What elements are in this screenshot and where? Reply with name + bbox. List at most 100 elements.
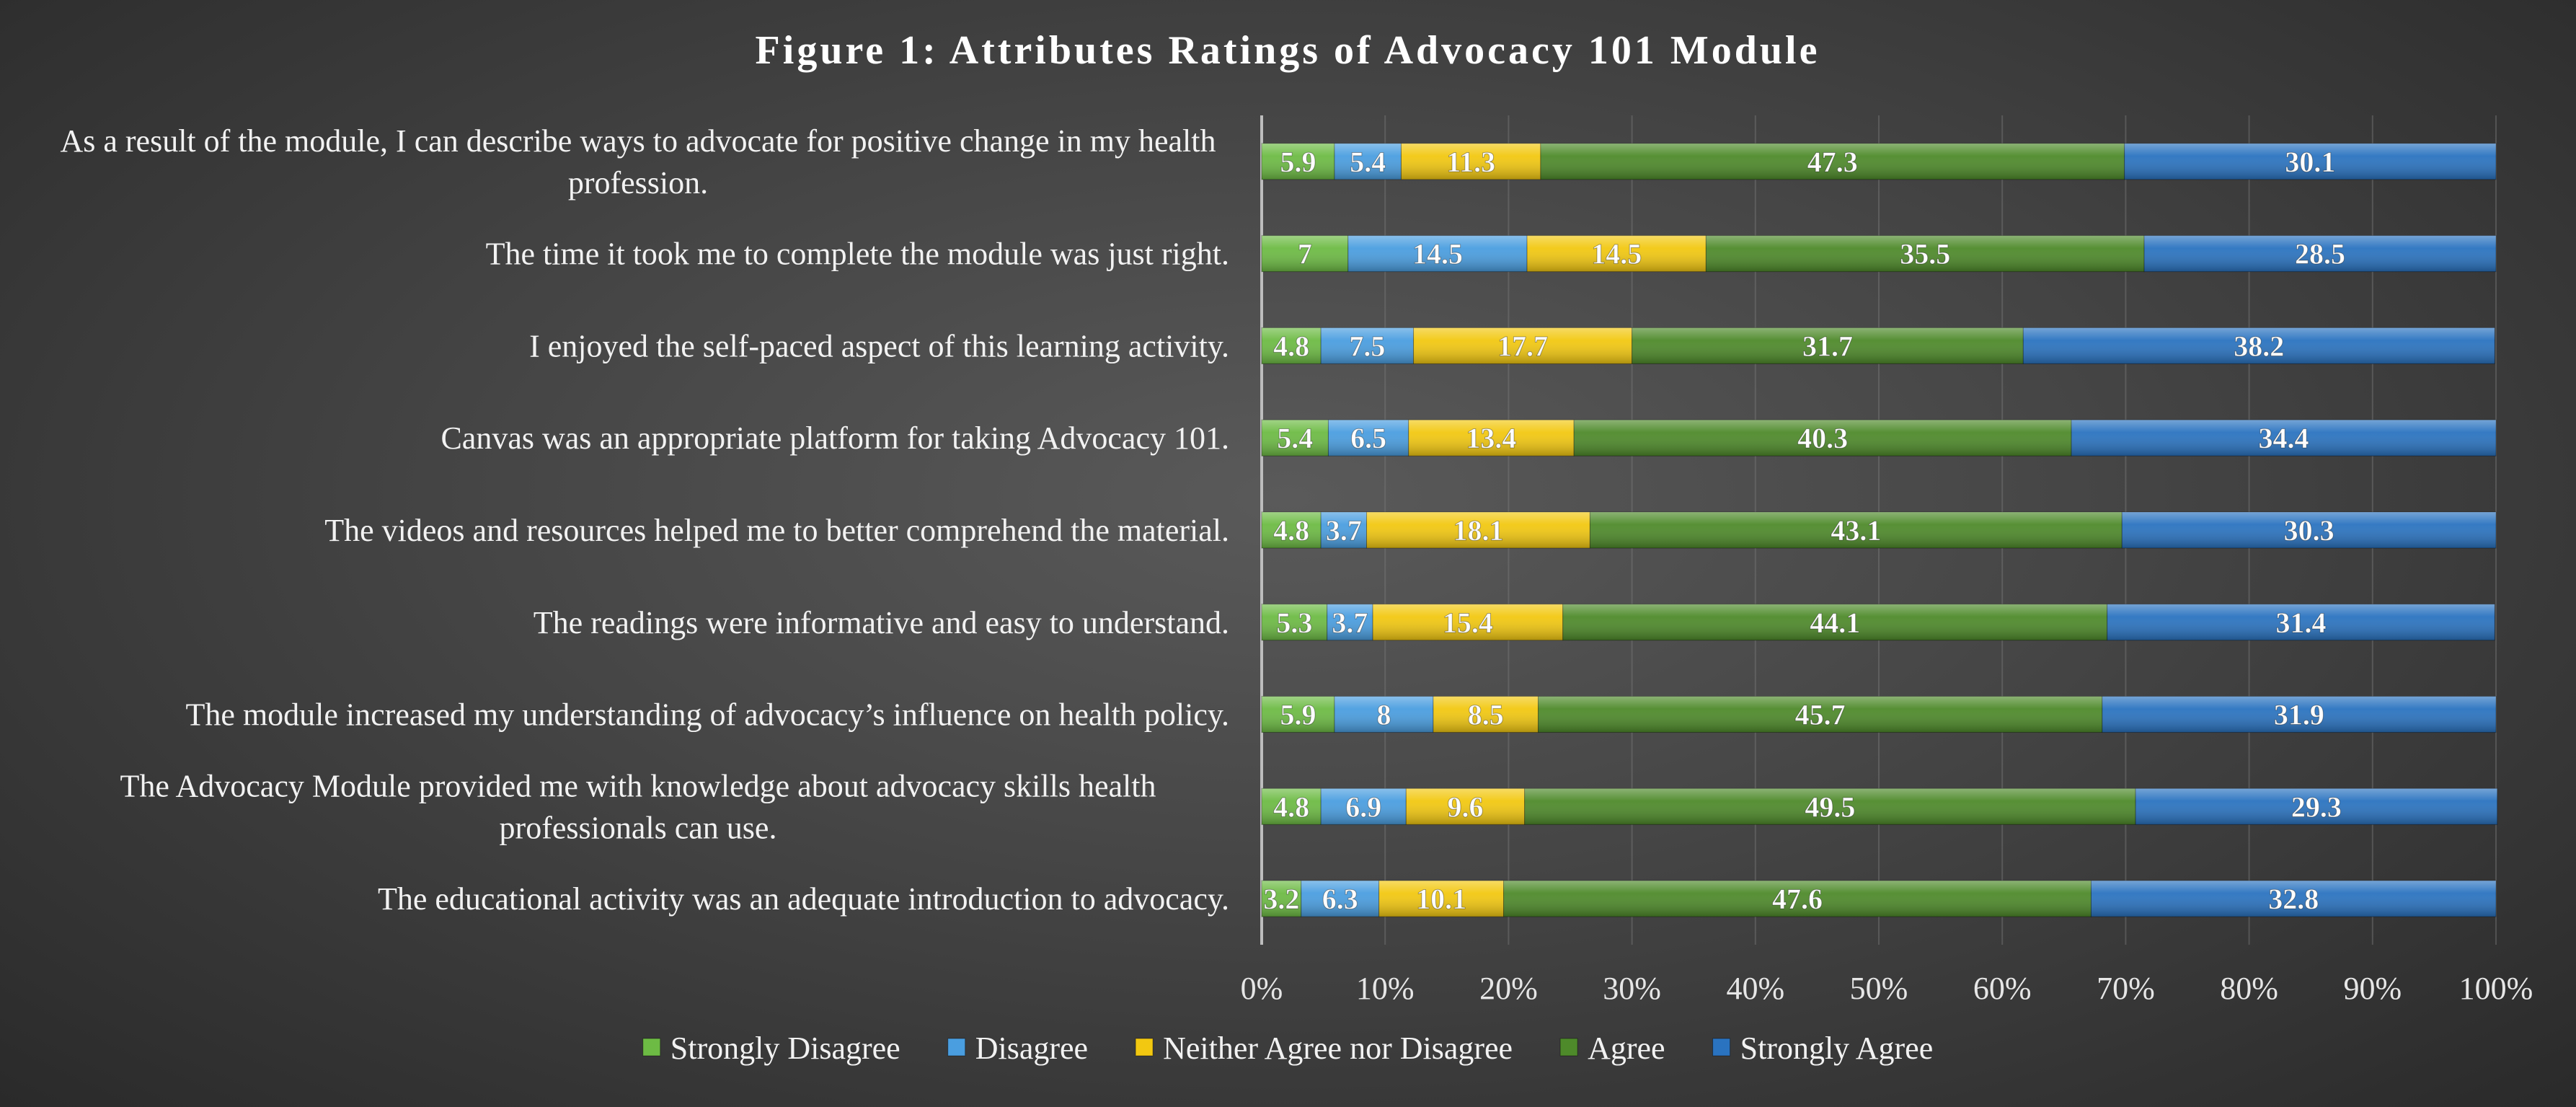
legend-item: Strongly Disagree (642, 1031, 900, 1066)
category-label: The educational activity was an adequate… (378, 881, 1229, 917)
data-label: 43.1 (1831, 514, 1881, 547)
bar-segment-shading (1262, 235, 1348, 272)
x-tick-label: 0% (1241, 971, 1283, 1006)
category-label: The Advocacy Module provided me with kno… (120, 768, 1156, 845)
data-label: 6.5 (1350, 422, 1386, 454)
category-label: The readings were informative and easy t… (534, 605, 1229, 640)
category-label: As a result of the module, I can describ… (60, 123, 1216, 200)
legend-item: Neither Agree nor Disagree (1135, 1031, 1513, 1066)
data-label: 31.9 (2274, 699, 2324, 731)
category-label: The videos and resources helped me to be… (324, 513, 1229, 548)
category-label: The time it took me to complete the modu… (486, 237, 1229, 272)
bar-segment-shading (1366, 512, 1590, 548)
data-label: 6.9 (1345, 790, 1381, 823)
bar-segment-shading (1413, 327, 1632, 364)
data-label: 3.7 (1326, 514, 1362, 547)
data-label: 45.7 (1795, 699, 1846, 731)
bar-row: 5.9 8 8.5 45.7 31.9 (1261, 696, 2497, 733)
data-label: 5.9 (1280, 699, 1316, 731)
x-tick-label: 60% (1973, 971, 2032, 1006)
bar-segment-shading (1301, 881, 1379, 917)
bar-segment-shading (1328, 420, 1409, 457)
x-tick-label: 80% (2220, 971, 2278, 1006)
data-label: 3.2 (1263, 883, 1299, 915)
data-label: 13.4 (1466, 422, 1516, 454)
x-tick-label: 100% (2459, 971, 2533, 1006)
bar-segment-shading (1262, 696, 1335, 733)
data-label: 11.3 (1446, 146, 1495, 178)
bar-segment-shading (2102, 696, 2496, 733)
bar-segment-shading (1262, 604, 1327, 640)
bar-segment-shading (1406, 788, 1525, 825)
data-label: 10.1 (1416, 883, 1466, 915)
legend-swatch (1712, 1038, 1731, 1057)
bar-segment-shading (1574, 420, 2072, 457)
data-label: 40.3 (1797, 422, 1848, 454)
bar-segment-shading (2122, 512, 2496, 548)
category-labels: As a result of the module, I can describ… (60, 123, 1229, 917)
data-label: 47.3 (1807, 146, 1858, 178)
legend-label: Strongly Agree (1740, 1031, 1934, 1066)
legend-label: Strongly Disagree (670, 1031, 900, 1066)
bar-segment-shading (1262, 512, 1322, 548)
legend-item: Strongly Agree (1712, 1031, 1934, 1066)
legend-item: Disagree (947, 1031, 1088, 1066)
data-label: 4.8 (1273, 330, 1309, 362)
bar-segment-shading (2144, 235, 2496, 272)
bar-row: 4.8 7.5 17.7 31.7 38.2 (1261, 327, 2495, 364)
bar-segment-shading (1433, 696, 1539, 733)
bar-segment-shading (1321, 327, 1414, 364)
x-tick-label: 70% (2097, 971, 2155, 1006)
bar-segment-shading (1540, 143, 2125, 180)
bar-segment-shading (1590, 512, 2123, 548)
data-label: 8.5 (1468, 699, 1504, 731)
bar-segment-shading (1538, 696, 2102, 733)
bar-segment-shading (1378, 881, 1504, 917)
bar-segment-shading (1262, 143, 1335, 180)
bar-row: 4.8 6.9 9.6 49.5 29.3 (1261, 788, 2498, 825)
data-label: 5.4 (1277, 422, 1313, 454)
data-label: 5.9 (1280, 146, 1316, 178)
category-label: I enjoyed the self-paced aspect of this … (529, 328, 1229, 363)
bar-row: 7 14.5 14.5 35.5 28.5 (1261, 235, 2497, 273)
bar-row: 5.4 6.5 13.4 40.3 34.4 (1261, 419, 2497, 457)
bar-segment-shading (1373, 604, 1563, 640)
bar-segment-shading (2071, 420, 2496, 457)
category-label: The module increased my understanding of… (186, 697, 1229, 733)
data-label: 8 (1376, 699, 1391, 731)
bar-segment-shading (1562, 604, 2107, 640)
bar-segment-shading (1408, 420, 1575, 457)
x-tick-label: 90% (2343, 971, 2402, 1006)
bar-segment-shading (1706, 235, 2145, 272)
legend-label: Disagree (975, 1031, 1088, 1066)
bar-segment-shading (1335, 143, 1402, 180)
data-label: 14.5 (1412, 238, 1463, 270)
bar-segment-shading (1347, 235, 1528, 272)
bar-segment-shading (1527, 235, 1707, 272)
legend-swatch (642, 1038, 661, 1057)
x-tick-label: 50% (1850, 971, 1908, 1006)
data-label: 32.8 (2268, 883, 2319, 915)
legend-swatch (1135, 1038, 1154, 1057)
bar-segment-shading (2091, 881, 2496, 917)
bar-segment-shading (1327, 604, 1373, 640)
legend-label: Agree (1588, 1031, 1665, 1066)
data-label: 28.5 (2295, 238, 2345, 270)
data-label: 30.3 (2284, 514, 2334, 547)
data-label: 4.8 (1273, 790, 1309, 823)
data-label: 47.6 (1772, 883, 1823, 915)
data-label: 6.3 (1322, 883, 1358, 915)
category-label: Canvas was an appropriate platform for t… (441, 420, 1229, 456)
data-label: 15.4 (1443, 607, 1493, 639)
bar-segment-shading (1335, 696, 1433, 733)
bar-row: 5.9 5.4 11.3 47.3 30.1 (1261, 143, 2497, 180)
data-label: 14.5 (1591, 238, 1642, 270)
data-label: 17.7 (1497, 330, 1548, 362)
bar-segment-shading (1262, 788, 1322, 825)
data-label: 5.3 (1276, 607, 1312, 639)
data-label: 30.1 (2285, 146, 2335, 178)
bar-row: 3.2 6.3 10.1 47.6 32.8 (1261, 880, 2497, 917)
x-tick-label: 20% (1479, 971, 1538, 1006)
legend-swatch (1559, 1038, 1578, 1057)
